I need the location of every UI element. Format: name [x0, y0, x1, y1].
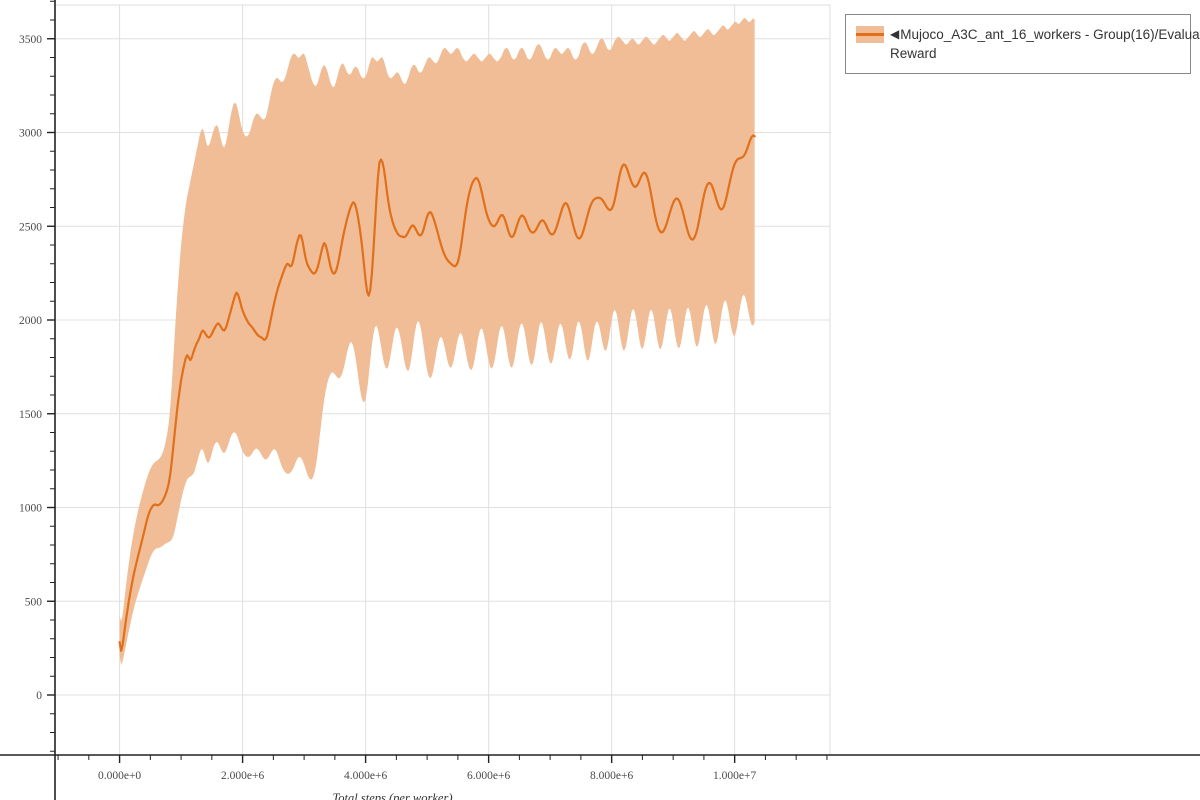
y-tick-label: 1500 — [19, 409, 42, 421]
y-tick-label: 3000 — [19, 128, 42, 140]
y-tick-label: 3500 — [19, 34, 42, 46]
x-tick-label: 6.000e+6 — [467, 770, 510, 782]
confidence-band — [119, 18, 755, 665]
legend-color-swatch — [856, 26, 884, 43]
x-tick-label: 1.000e+7 — [713, 770, 756, 782]
legend-label-line1: Mujoco_A3C_ant_16_workers - Group(16)/Ev… — [900, 27, 1200, 42]
x-tick-label: 4.000e+6 — [344, 770, 387, 782]
y-tick-label: 500 — [25, 596, 43, 608]
legend-label-line2: Reward — [890, 46, 937, 61]
chart-legend[interactable]: ◀ Mujoco_A3C_ant_16_workers - Group(16)/… — [845, 14, 1200, 74]
x-tick-label: 8.000e+6 — [590, 770, 633, 782]
y-tick-label: 1000 — [19, 503, 42, 515]
y-tick-label: 2500 — [19, 221, 42, 233]
y-axis[interactable]: 0 500 1000 1500 2000 2500 3000 3500 — [19, 0, 56, 800]
series-line — [118, 134, 756, 652]
legend-entry[interactable]: ◀ Mujoco_A3C_ant_16_workers - Group(16)/… — [856, 25, 1200, 44]
legend-collapse-arrow-icon[interactable]: ◀ — [890, 27, 900, 41]
x-tick-label: 2.000e+6 — [221, 770, 264, 782]
y-tick-label: 0 — [36, 690, 42, 702]
x-axis[interactable]: 0.000e+0 2.000e+6 4.000e+6 6.000e+6 8.000e+6… — [0, 754, 1200, 782]
x-axis-title: Total steps (per worker) — [332, 791, 452, 800]
y-tick-label: 2000 — [19, 315, 42, 327]
legend-line-swatch — [856, 33, 884, 36]
x-tick-label: 0.000e+0 — [98, 770, 141, 782]
